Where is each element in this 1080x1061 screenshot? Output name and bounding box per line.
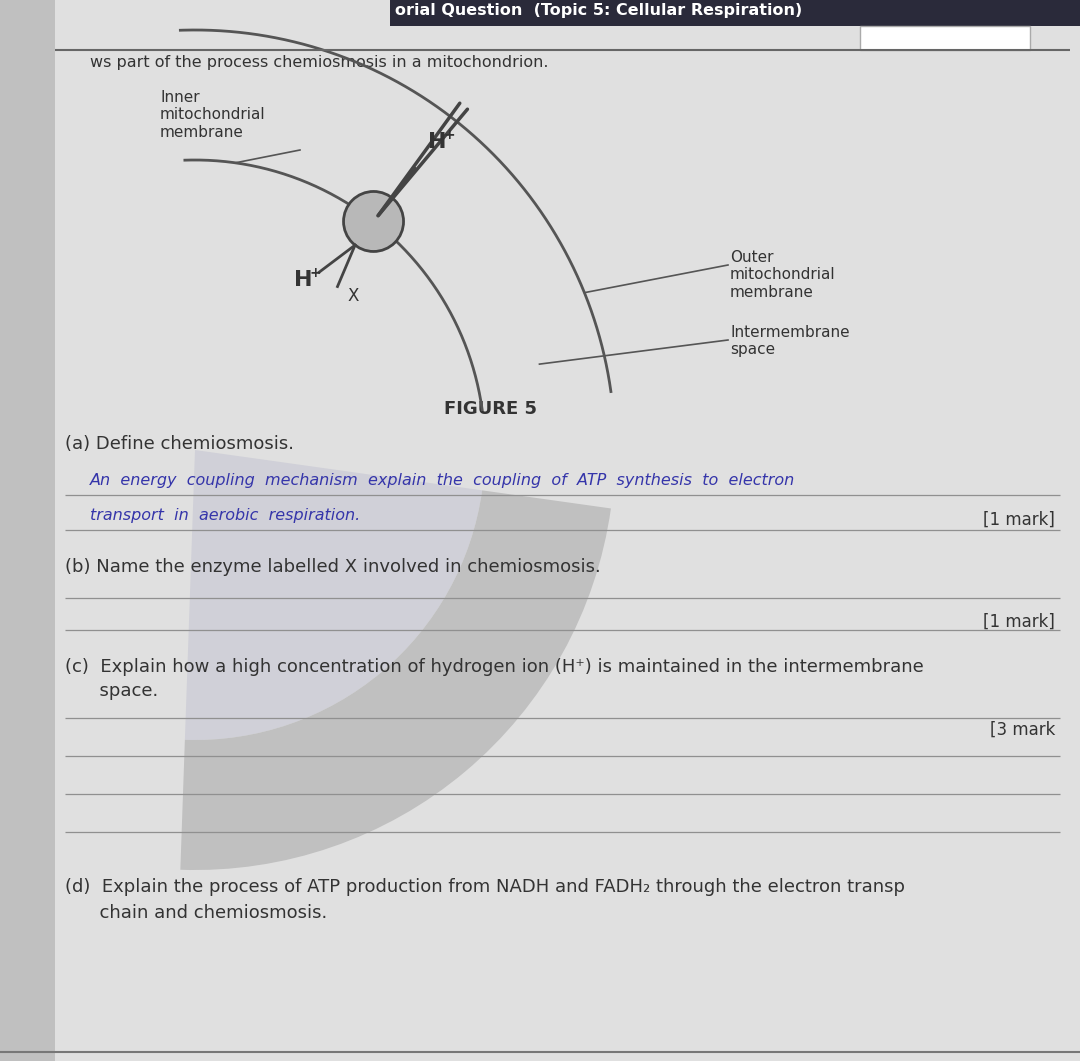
Wedge shape: [185, 450, 482, 740]
Text: orial Question  (Topic 5: Cellular Respiration): orial Question (Topic 5: Cellular Respir…: [395, 3, 802, 18]
Text: H: H: [428, 132, 446, 152]
Wedge shape: [180, 490, 611, 870]
Text: transport  in  aerobic  respiration.: transport in aerobic respiration.: [90, 508, 361, 523]
Text: FIGURE 5: FIGURE 5: [444, 400, 537, 418]
Text: Outer
mitochondrial
membrane: Outer mitochondrial membrane: [730, 250, 836, 300]
Text: +: +: [443, 127, 455, 141]
Bar: [860, 27, 1030, 50]
Text: [1 mark]: [1 mark]: [983, 511, 1055, 529]
Text: chain and chemiosmosis.: chain and chemiosmosis.: [65, 904, 327, 922]
Text: space.: space.: [65, 682, 159, 700]
Text: [3 mark: [3 mark: [989, 721, 1055, 740]
Text: Inner
mitochondrial
membrane: Inner mitochondrial membrane: [160, 90, 266, 140]
Bar: [0, 0, 55, 1061]
Text: X: X: [347, 286, 359, 305]
Text: An  energy  coupling  mechanism  explain  the  coupling  of  ATP  synthesis  to : An energy coupling mechanism explain the…: [90, 473, 795, 488]
Circle shape: [343, 191, 404, 251]
Text: SB025: SB025: [870, 27, 929, 45]
Text: H: H: [294, 271, 312, 291]
Text: (b) Name the enzyme labelled X involved in chemiosmosis.: (b) Name the enzyme labelled X involved …: [65, 558, 600, 576]
Text: +: +: [309, 266, 321, 280]
Text: (d)  Explain the process of ATP production from NADH and FADH₂ through the elect: (d) Explain the process of ATP productio…: [65, 879, 905, 895]
Text: ws part of the process chemiosmosis in a mitochondrion.: ws part of the process chemiosmosis in a…: [90, 55, 549, 70]
Text: (c)  Explain how a high concentration of hydrogen ion (H⁺) is maintained in the : (c) Explain how a high concentration of …: [65, 658, 923, 676]
Text: Intermembrane
space: Intermembrane space: [730, 325, 850, 358]
Text: (a) Define chemiosmosis.: (a) Define chemiosmosis.: [65, 435, 294, 453]
Bar: [390, 0, 1080, 27]
Text: [1 mark]: [1 mark]: [983, 613, 1055, 631]
